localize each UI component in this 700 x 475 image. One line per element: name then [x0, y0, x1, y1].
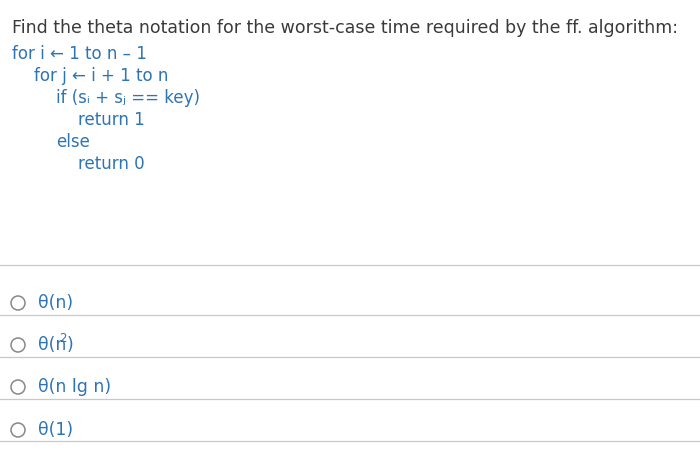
Text: θ(1): θ(1)	[38, 421, 73, 439]
Text: ): )	[67, 336, 74, 354]
Text: θ(n): θ(n)	[38, 294, 73, 312]
Text: for j ← i + 1 to n: for j ← i + 1 to n	[34, 67, 169, 85]
Text: θ(n lg n): θ(n lg n)	[38, 378, 111, 396]
Text: Find the theta notation for the worst-case time required by the ff. algorithm:: Find the theta notation for the worst-ca…	[12, 19, 678, 37]
Text: else: else	[56, 133, 90, 151]
Text: θ(n: θ(n	[38, 336, 66, 354]
Text: for i ← 1 to n – 1: for i ← 1 to n – 1	[12, 45, 147, 63]
Text: 2: 2	[59, 332, 66, 345]
Text: return 1: return 1	[78, 111, 145, 129]
Text: if (sᵢ + sⱼ == key): if (sᵢ + sⱼ == key)	[56, 89, 200, 107]
Text: return 0: return 0	[78, 155, 145, 173]
